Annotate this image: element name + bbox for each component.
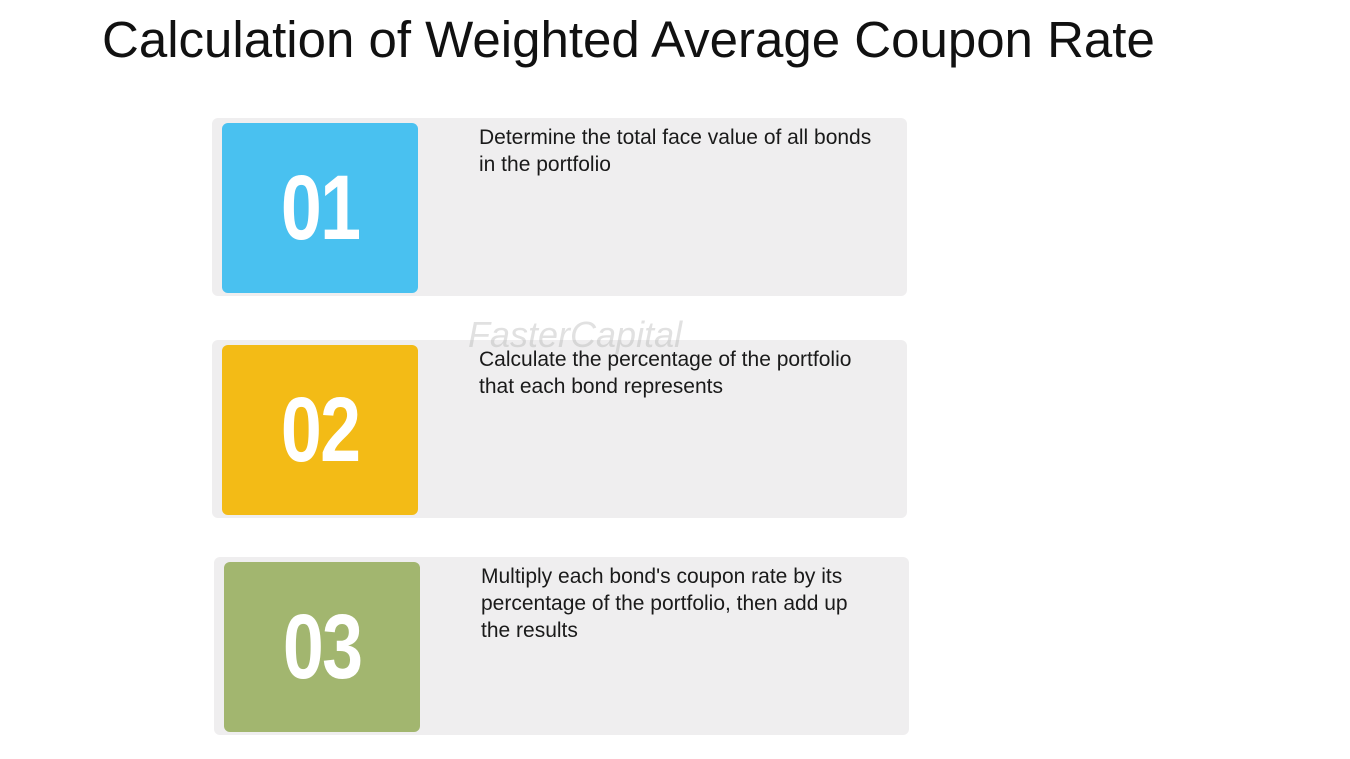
watermark: FasterCapital [468, 314, 683, 355]
step-card: 01 Determine the total face value of all … [212, 118, 907, 296]
step-badge: 01 [222, 123, 418, 293]
step-text: Multiply each bond's coupon rate by its … [481, 565, 848, 642]
step-card: 03 Multiply each bond's coupon rate by it… [214, 557, 909, 735]
step-text: Determine the total face value of all bo… [479, 126, 872, 176]
step-card: 02 Calculate the percentage of the portfo… [212, 340, 907, 518]
step-badge: 02 [222, 345, 418, 515]
step-text: Calculate the percentage of the portfoli… [479, 348, 852, 398]
step-number: 01 [280, 156, 361, 259]
step-badge: 03 [224, 562, 420, 732]
title: Calculation of Weighted Average Coupon R… [102, 11, 1155, 68]
step-number: 03 [282, 595, 363, 698]
step-number: 02 [280, 378, 361, 481]
